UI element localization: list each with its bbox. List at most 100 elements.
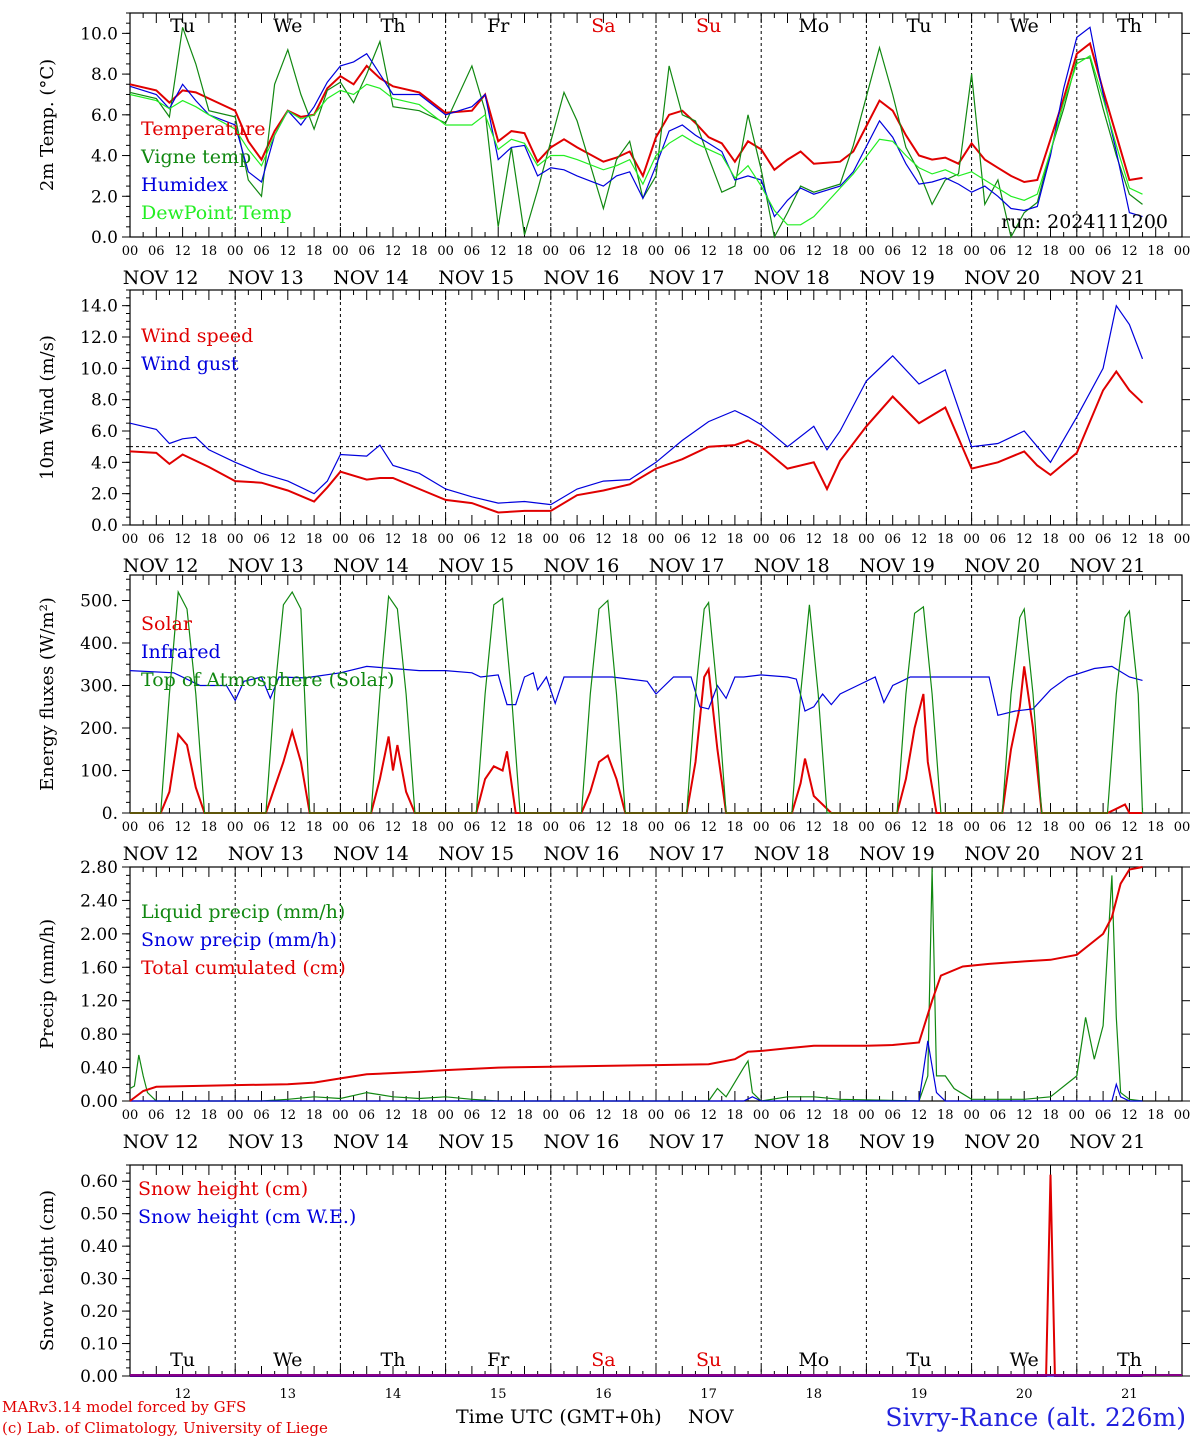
day-label: We xyxy=(1010,15,1039,37)
hour-tick-label: 18 xyxy=(832,1108,849,1123)
hour-tick-label: 12 xyxy=(490,244,507,259)
hour-tick-label: 06 xyxy=(253,820,270,835)
date-label: NOV 14 xyxy=(333,1131,409,1153)
day-number-label: 17 xyxy=(700,1387,717,1402)
date-label: NOV 19 xyxy=(859,267,935,289)
day-number-label: 19 xyxy=(911,1387,928,1402)
hour-tick-label: 00 xyxy=(122,244,139,259)
hour-tick-label: 06 xyxy=(674,1108,691,1123)
hour-tick-label: 12 xyxy=(806,244,823,259)
y-tick-label: 500. xyxy=(80,592,118,612)
day-label: Th xyxy=(381,15,406,37)
series-line-3 xyxy=(129,866,1143,1102)
y-tick-label: 6.0 xyxy=(91,106,118,126)
series-line-1 xyxy=(129,369,1144,514)
day-label: We xyxy=(1010,1349,1039,1371)
date-label: NOV 18 xyxy=(754,1131,830,1153)
legend-entry: Temperature xyxy=(141,118,265,140)
hour-tick-label: 18 xyxy=(516,1108,533,1123)
hour-tick-label: 06 xyxy=(358,244,375,259)
hour-tick-label: 12 xyxy=(385,532,402,547)
hour-tick-label: 12 xyxy=(1016,244,1033,259)
hour-tick-label: 12 xyxy=(595,244,612,259)
series-line-2 xyxy=(129,27,1143,239)
run-annotation: run: 2024111200 xyxy=(1001,211,1168,233)
hour-tick-label: 06 xyxy=(674,244,691,259)
hour-tick-label: 12 xyxy=(911,532,928,547)
hour-tick-label: 00 xyxy=(648,820,665,835)
hour-tick-label: 12 xyxy=(700,532,717,547)
y-tick-label: 4.0 xyxy=(91,453,118,473)
hour-tick-label: 12 xyxy=(700,244,717,259)
hour-tick-label: 06 xyxy=(358,532,375,547)
hour-tick-label: 18 xyxy=(727,244,744,259)
y-tick-label: 0.40 xyxy=(80,1059,118,1079)
hour-tick-label: 06 xyxy=(884,820,901,835)
y-tick-label: 0.40 xyxy=(80,1237,118,1257)
y-axis-label: 10m Wind (m/s) xyxy=(37,335,58,480)
hour-tick-label: 00 xyxy=(1069,820,1086,835)
hour-tick-label: 00 xyxy=(227,244,244,259)
hour-tick-label: 12 xyxy=(385,244,402,259)
legend-entry: Infrared xyxy=(141,641,221,663)
hour-tick-label: 18 xyxy=(1147,820,1164,835)
day-label: Mo xyxy=(798,1349,829,1371)
date-label: NOV 13 xyxy=(228,555,304,577)
hour-tick-label: 06 xyxy=(569,244,586,259)
date-label: NOV 12 xyxy=(123,555,199,577)
day-number-label: 13 xyxy=(280,1387,297,1402)
y-tick-label: 0.80 xyxy=(80,1025,118,1045)
y-tick-label: 0.10 xyxy=(80,1335,118,1355)
date-label: NOV 16 xyxy=(543,1131,619,1153)
hour-tick-label: 12 xyxy=(1121,1108,1138,1123)
y-tick-label: 10.0 xyxy=(80,24,118,44)
y-tick-label: 0.50 xyxy=(80,1205,118,1225)
date-label: NOV 13 xyxy=(228,267,304,289)
date-label: NOV 15 xyxy=(438,843,514,865)
month-label: NOV xyxy=(688,1406,734,1428)
hour-tick-label: 12 xyxy=(595,1108,612,1123)
hour-tick-label: 00 xyxy=(1174,532,1191,547)
hour-tick-label: 18 xyxy=(306,244,323,259)
hour-tick-label: 06 xyxy=(674,532,691,547)
hour-tick-label: 00 xyxy=(1174,244,1191,259)
hour-tick-label: 18 xyxy=(621,820,638,835)
hour-tick-label: 00 xyxy=(332,532,349,547)
hour-tick-label: 06 xyxy=(1095,532,1112,547)
hour-tick-label: 00 xyxy=(543,244,560,259)
y-tick-label: 0.00 xyxy=(80,1092,118,1112)
hour-tick-label: 00 xyxy=(858,820,875,835)
y-axis-label: 2m Temp. (°C) xyxy=(37,59,58,191)
y-tick-label: 0.60 xyxy=(80,1172,118,1192)
hour-tick-label: 00 xyxy=(963,1108,980,1123)
hour-tick-label: 18 xyxy=(727,1108,744,1123)
day-label: Sa xyxy=(591,15,615,37)
date-label: NOV 15 xyxy=(438,267,514,289)
hour-tick-label: 12 xyxy=(174,1108,191,1123)
y-tick-label: 2.00 xyxy=(80,925,118,945)
series-line-4 xyxy=(129,54,1143,226)
hour-tick-label: 00 xyxy=(1174,1108,1191,1123)
y-tick-label: 0.0 xyxy=(91,516,118,536)
hour-tick-label: 18 xyxy=(201,244,218,259)
hour-tick-label: 12 xyxy=(1121,532,1138,547)
hour-tick-label: 00 xyxy=(227,1108,244,1123)
hour-tick-label: 18 xyxy=(411,820,428,835)
day-label: We xyxy=(273,15,302,37)
hour-tick-label: 12 xyxy=(280,532,297,547)
hour-tick-label: 00 xyxy=(648,244,665,259)
hour-tick-label: 00 xyxy=(753,244,770,259)
hour-tick-label: 12 xyxy=(1121,244,1138,259)
hour-tick-label: 12 xyxy=(280,1108,297,1123)
hour-tick-label: 00 xyxy=(227,532,244,547)
date-label: NOV 16 xyxy=(543,843,619,865)
hour-tick-label: 06 xyxy=(779,244,796,259)
hour-tick-label: 12 xyxy=(595,532,612,547)
hour-tick-label: 00 xyxy=(543,820,560,835)
y-tick-label: 1.60 xyxy=(80,958,118,978)
hour-tick-label: 12 xyxy=(1016,820,1033,835)
date-label: NOV 19 xyxy=(859,1131,935,1153)
hour-tick-label: 00 xyxy=(437,244,454,259)
day-label: Sa xyxy=(591,1349,615,1371)
day-label: Fr xyxy=(487,1349,510,1371)
